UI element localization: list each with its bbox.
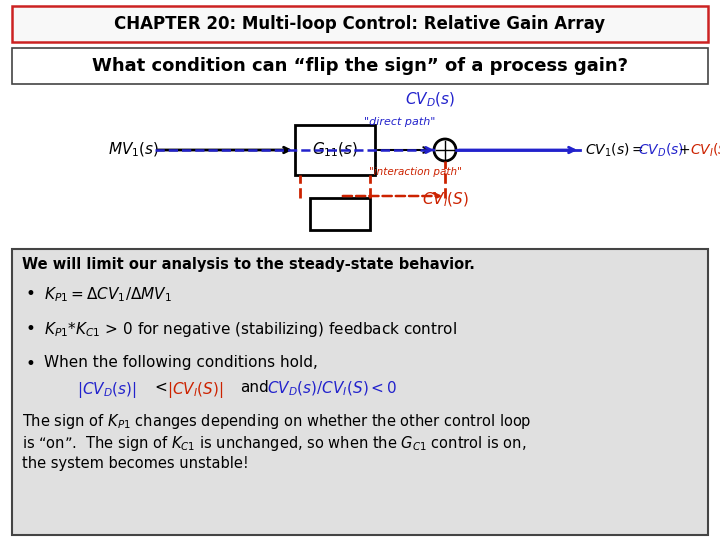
- Text: "interaction path": "interaction path": [369, 167, 462, 177]
- Text: We will limit our analysis to the steady-state behavior.: We will limit our analysis to the steady…: [22, 257, 475, 272]
- Text: $<$: $<$: [152, 380, 168, 395]
- Text: $|CV_I(S)|$: $|CV_I(S)|$: [167, 380, 223, 400]
- Text: $MV_1(s)$: $MV_1(s)$: [108, 141, 159, 159]
- Text: $CV_I(S)$: $CV_I(S)$: [690, 141, 720, 159]
- Text: the system becomes unstable!: the system becomes unstable!: [22, 456, 248, 471]
- FancyBboxPatch shape: [12, 48, 708, 84]
- Text: CHAPTER 20: Multi-loop Control: Relative Gain Array: CHAPTER 20: Multi-loop Control: Relative…: [114, 15, 606, 33]
- Text: $CV_D(s)/CV_I(S) < 0$: $CV_D(s)/CV_I(S) < 0$: [267, 380, 397, 399]
- Circle shape: [434, 139, 456, 161]
- FancyBboxPatch shape: [12, 90, 708, 244]
- Text: $K_{P1}$$ * K_{C1}$ > 0 for negative (stabilizing) feedback control: $K_{P1}$$ * K_{C1}$ > 0 for negative (st…: [44, 320, 457, 339]
- Text: When the following conditions hold,: When the following conditions hold,: [44, 355, 318, 370]
- FancyBboxPatch shape: [295, 125, 375, 175]
- Text: $CV_D(s)$: $CV_D(s)$: [405, 91, 455, 109]
- FancyBboxPatch shape: [12, 6, 708, 42]
- Text: •: •: [26, 355, 36, 373]
- Text: The sign of $K_{P1}$ changes depending on whether the other control loop: The sign of $K_{P1}$ changes depending o…: [22, 412, 531, 431]
- Text: $G_{11}(s)$: $G_{11}(s)$: [312, 141, 358, 159]
- Text: "direct path": "direct path": [364, 117, 436, 127]
- FancyBboxPatch shape: [310, 198, 370, 230]
- Text: $CV_D(s)$: $CV_D(s)$: [638, 141, 684, 159]
- Text: •: •: [26, 285, 36, 303]
- Text: What condition can “flip the sign” of a process gain?: What condition can “flip the sign” of a …: [92, 57, 628, 75]
- Text: $|CV_D(s)|$: $|CV_D(s)|$: [77, 380, 137, 400]
- Text: $ + $: $ + $: [678, 143, 690, 157]
- Text: and: and: [240, 380, 269, 395]
- Text: $CV_I(S)$: $CV_I(S)$: [421, 191, 469, 209]
- Text: $K_{P1}$$ = \Delta CV_1 / \Delta MV_1$: $K_{P1}$$ = \Delta CV_1 / \Delta MV_1$: [44, 285, 172, 303]
- Text: •: •: [26, 320, 36, 338]
- FancyBboxPatch shape: [12, 249, 708, 535]
- Text: $CV_1(s) = $: $CV_1(s) = $: [585, 141, 644, 159]
- Text: is “on”.  The sign of $K_{C1}$ is unchanged, so when the $G_{C1}$ control is on,: is “on”. The sign of $K_{C1}$ is unchang…: [22, 434, 526, 453]
